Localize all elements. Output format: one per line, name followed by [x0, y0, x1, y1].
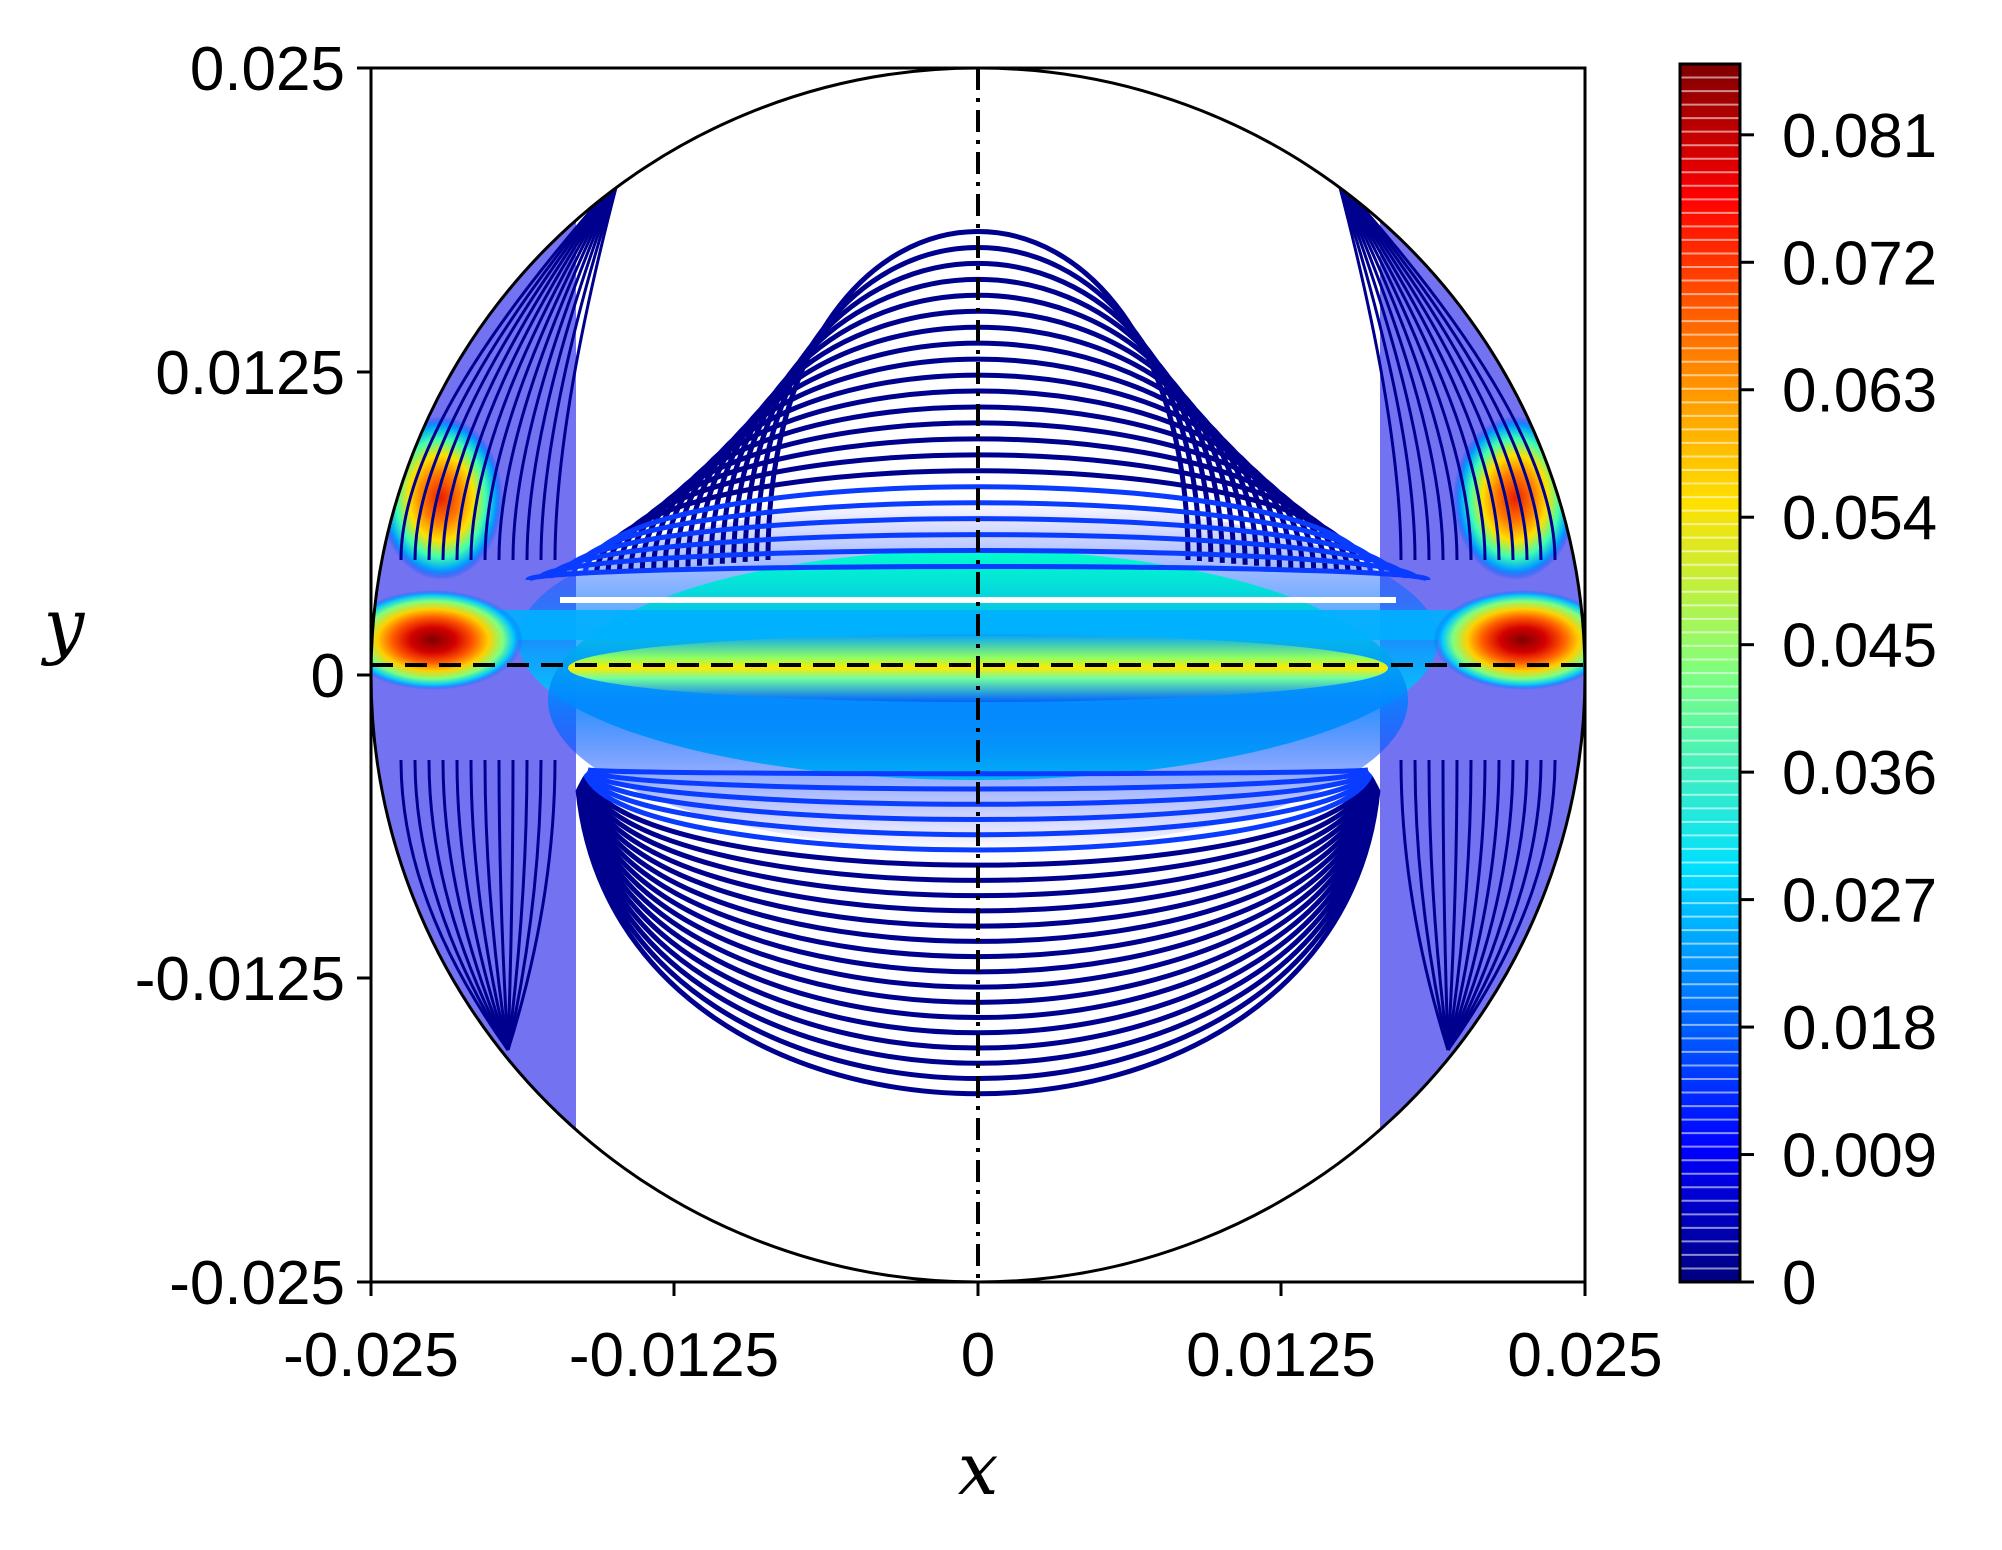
- contour-line: [577, 785, 1379, 1036]
- contour-line: [469, 179, 620, 1051]
- colorbar-tick-label: 0.054: [1782, 484, 1937, 553]
- contour-line: [413, 179, 620, 1051]
- contour-line: [576, 787, 1380, 1066]
- contour-line: [1336, 179, 1543, 1051]
- colorbar-tick-label: 0.036: [1782, 739, 1937, 808]
- x-tick-label: 0.025: [1507, 1321, 1662, 1390]
- x-tick-label: -0.0125: [569, 1321, 779, 1390]
- y-axis-label: y: [41, 583, 86, 667]
- y-tick-label: 0: [311, 642, 345, 711]
- colorbar-tick-label: 0.009: [1782, 1122, 1937, 1191]
- contour-line: [584, 771, 1372, 822]
- contour-line: [1336, 178, 1557, 1051]
- y-tick-label: 0.025: [190, 35, 345, 104]
- contour-line: [1336, 179, 1501, 1051]
- colorbar-tick-label: 0.045: [1782, 612, 1937, 681]
- contour-line: [1336, 179, 1473, 1051]
- x-tick-label: 0: [961, 1321, 995, 1390]
- contour-line: [483, 179, 620, 1051]
- colorbar-tick-label: 0.081: [1782, 102, 1937, 171]
- contour-line: [582, 484, 1374, 576]
- contour-line: [427, 179, 620, 1051]
- contour-line: [506, 179, 620, 1051]
- contour-line: [594, 468, 1362, 575]
- contour-line: [497, 179, 620, 1051]
- contour-line: [585, 769, 1371, 807]
- contour-line: [581, 776, 1375, 899]
- contour-line: [525, 564, 1431, 583]
- contour-line: [455, 179, 620, 1051]
- x-tick-label: 0.0125: [1186, 1321, 1376, 1390]
- contour-line: [506, 179, 620, 1051]
- colorbar-tick-label: 0: [1782, 1249, 1816, 1318]
- colorbar-tick-label: 0.072: [1782, 229, 1937, 298]
- contour-line: [577, 784, 1379, 1020]
- contour-line: [1336, 179, 1459, 1051]
- colorbar-tick-label: 0.018: [1782, 994, 1937, 1063]
- y-tick-label: -0.025: [169, 1249, 345, 1318]
- y-tick-label: -0.0125: [135, 945, 345, 1014]
- contour-line: [441, 179, 620, 1051]
- contour-line: [399, 178, 620, 1051]
- contour-line: [1336, 179, 1450, 1051]
- colorbar-tick-label: 0.063: [1782, 357, 1937, 426]
- contour-line: [1336, 179, 1487, 1051]
- contour-line: [1336, 179, 1450, 1051]
- contour-lines: [399, 178, 1557, 1097]
- contour-line: [765, 229, 1191, 561]
- contour-line: [506, 179, 620, 1051]
- contour-line: [1336, 179, 1515, 1051]
- contour-line: [1336, 179, 1529, 1051]
- colorbar: 0.081 0.072 0.063 0.054 0.045 0.036 0.027 0.018…: [1678, 62, 1937, 1318]
- contour-line: [506, 179, 620, 1051]
- contour-line: [1336, 179, 1450, 1051]
- y-axis: 0.025 0.0125 0 -0.0125 -0.025: [135, 35, 371, 1318]
- colorbar-frame: [1678, 62, 1742, 1284]
- x-tick-label: -0.025: [283, 1321, 459, 1390]
- x-axis: -0.025 -0.0125 0 0.0125 0.025: [283, 1282, 1663, 1390]
- x-axis-label: x: [958, 1427, 999, 1511]
- contour-line: [583, 773, 1373, 853]
- colorbar-tick-label: 0.027: [1782, 867, 1937, 936]
- colorbar-stripes: [1680, 76, 1740, 1270]
- y-tick-label: 0.0125: [155, 339, 345, 408]
- contour-line: [582, 774, 1374, 868]
- contour-line: [1336, 179, 1450, 1051]
- contour-line: [578, 782, 1378, 990]
- colorbar-ticks: 0.081 0.072 0.063 0.054 0.045 0.036 0.027 0.018…: [1740, 102, 1937, 1318]
